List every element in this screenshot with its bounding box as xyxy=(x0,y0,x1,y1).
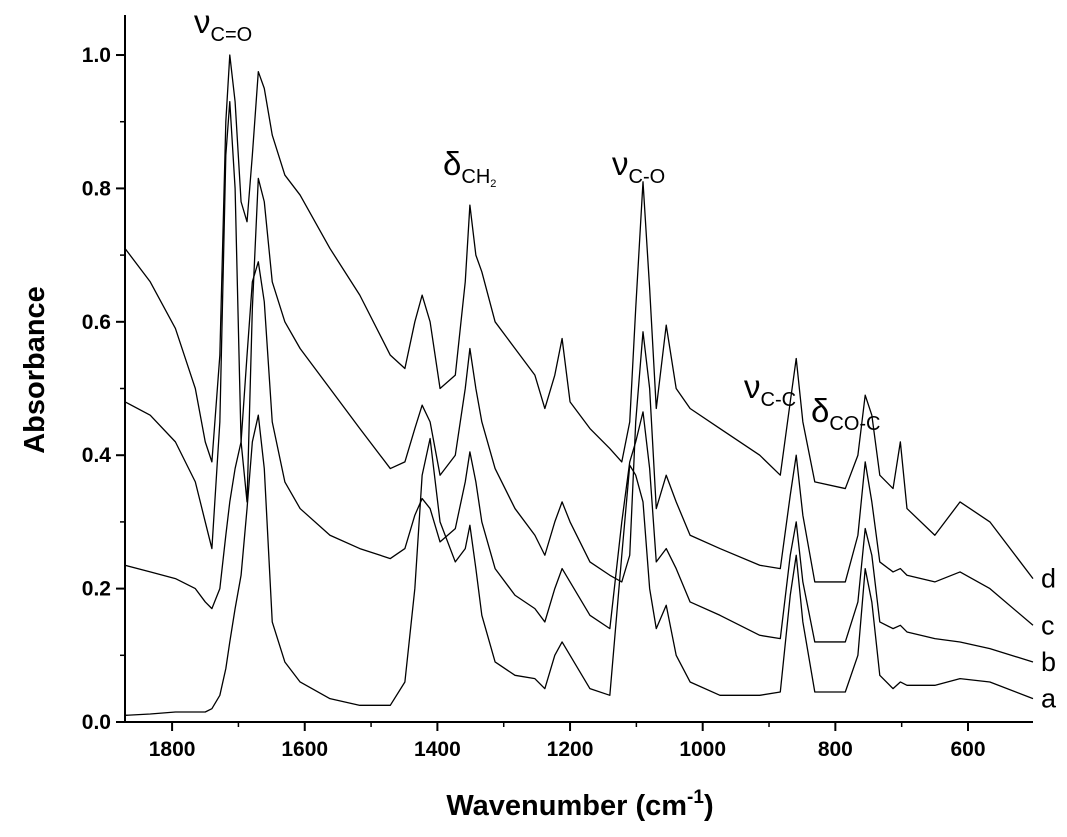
x-tick-label: 1400 xyxy=(414,738,461,761)
peak-annotation: νC-C xyxy=(744,368,796,411)
peak-annotation: δCO-C xyxy=(811,392,880,435)
x-axis-title-text: Wavenumber (cm xyxy=(446,790,687,822)
x-tick-label: 1200 xyxy=(547,738,594,761)
annotation-symbol: δ xyxy=(443,145,461,182)
annotation-subscript: C=O xyxy=(211,24,253,46)
y-tick-label: 0.8 xyxy=(82,177,112,200)
annotation-symbol: ν xyxy=(612,145,629,182)
peak-annotation: νC=O xyxy=(194,3,252,46)
spectrum-line xyxy=(124,414,1034,716)
x-tick-label: 1600 xyxy=(281,738,328,761)
spectrum-line xyxy=(124,101,1034,626)
series-label: b xyxy=(1041,647,1056,677)
spectrum-line xyxy=(124,54,1034,579)
annotation-subscript: C-O xyxy=(629,166,666,188)
x-axis-title: Wavenumber (cm-1) xyxy=(446,787,713,822)
y-tick-label: 0.2 xyxy=(82,578,111,601)
annotation-symbol: ν xyxy=(744,368,761,405)
peak-annotation: δCH2 xyxy=(443,145,496,190)
annotation-subscript: CO-C xyxy=(829,413,880,435)
annotation-subscript: CH xyxy=(461,166,490,188)
peak-annotation: νC-O xyxy=(612,145,665,188)
y-tick-label: 1.0 xyxy=(82,44,111,67)
series-label: d xyxy=(1041,564,1056,594)
series-label: c xyxy=(1041,610,1055,640)
y-axis-title: Absorbance xyxy=(19,286,51,454)
x-axis-title-end: ) xyxy=(704,790,714,822)
x-axis-title-sup: -1 xyxy=(687,787,704,808)
x-tick-label: 600 xyxy=(950,738,985,761)
y-tick-label: 0.6 xyxy=(82,311,111,334)
x-tick-label: 1000 xyxy=(679,738,726,761)
annotation-subscript: C-C xyxy=(761,389,797,411)
annotation-subscript-2: 2 xyxy=(490,178,496,190)
y-tick-label: 0.4 xyxy=(82,444,112,467)
x-tick-label: 1800 xyxy=(149,738,196,761)
spectrum-line xyxy=(124,261,1034,663)
annotation-symbol: ν xyxy=(194,3,211,40)
y-tick-label: 0.0 xyxy=(82,711,111,734)
annotation-symbol: δ xyxy=(811,392,829,429)
series-label: a xyxy=(1041,684,1057,714)
x-tick-label: 800 xyxy=(818,738,853,761)
